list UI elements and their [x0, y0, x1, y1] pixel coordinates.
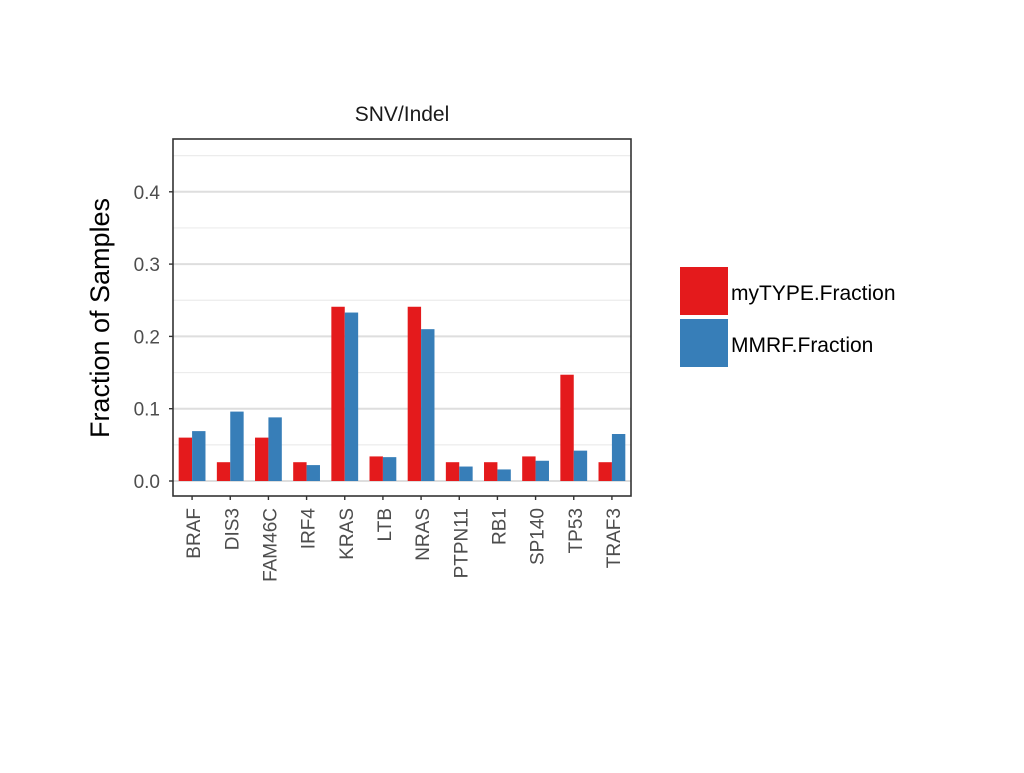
bars [178, 306, 626, 481]
bar-braf-mmrf-fraction [192, 431, 206, 481]
bar-tp53-mytype-fraction [560, 374, 574, 481]
x-tick-label-tp53: TP53 [566, 508, 587, 553]
y-tick-label: 0.2 [134, 327, 160, 348]
plot-panel [173, 139, 631, 496]
x-tick-label-ltb: LTB [375, 508, 396, 541]
bar-braf-mytype-fraction [178, 437, 193, 481]
x-tick-label-sp140: SP140 [528, 508, 549, 565]
x-tick-label-dis3: DIS3 [222, 508, 243, 550]
bar-sp140-mmrf-fraction [535, 460, 549, 481]
bar-ptpn11-mmrf-fraction [459, 466, 473, 481]
x-tick-label-braf: BRAF [184, 508, 205, 559]
x-tick-label-kras: KRAS [337, 508, 358, 560]
axes: 0.0 0.1 0.2 0.3 0.4 BRAF DIS3 FAM46C IRF4 KRAS LTB… [134, 138, 632, 582]
bar-ptpn11-mytype-fraction [445, 462, 460, 481]
y-axis-label: Fraction of Samples [85, 198, 115, 438]
bar-fam46c-mmrf-fraction [268, 417, 282, 481]
x-tick-label-ptpn11: PTPN11 [451, 508, 472, 578]
bar-irf4-mmrf-fraction [306, 465, 320, 481]
bar-nras-mytype-fraction [407, 306, 422, 481]
bar-ltb-mytype-fraction [369, 456, 383, 481]
bar-traf3-mmrf-fraction [611, 434, 626, 481]
chart-title: SNV/Indel [355, 103, 450, 126]
legend-label-mmrf-fraction: MMRF.Fraction [731, 334, 873, 357]
bar-dis3-mytype-fraction [216, 462, 231, 481]
bar-dis3-mmrf-fraction [230, 411, 244, 481]
y-tick-label: 0.3 [134, 255, 160, 276]
legend-key-mytype-fraction [680, 267, 728, 315]
bar-rb1-mytype-fraction [484, 462, 498, 481]
x-tick-label-nras: NRAS [413, 508, 434, 561]
plot-border [172, 138, 632, 497]
bar-rb1-mmrf-fraction [497, 469, 511, 481]
y-tick-label: 0.0 [134, 472, 160, 493]
grid-lines [173, 155, 631, 482]
bar-kras-mytype-fraction [331, 306, 345, 481]
x-tick-label-irf4: IRF4 [299, 508, 320, 550]
legend-key-mmrf-fraction [680, 319, 728, 367]
bar-ltb-mmrf-fraction [382, 457, 397, 481]
bar-nras-mmrf-fraction [421, 329, 435, 481]
y-tick-label: 0.1 [134, 400, 160, 421]
bar-fam46c-mytype-fraction [255, 437, 269, 481]
bar-tp53-mmrf-fraction [573, 450, 588, 481]
plot-background [173, 139, 631, 496]
legend: myTYPE.Fraction MMRF.Fraction [680, 267, 896, 367]
bar-sp140-mytype-fraction [522, 456, 536, 481]
x-tick-label-fam46c: FAM46C [260, 508, 281, 582]
bar-kras-mmrf-fraction [344, 312, 359, 481]
x-tick-label-rb1: RB1 [489, 508, 510, 545]
legend-label-mytype-fraction: myTYPE.Fraction [731, 282, 896, 305]
bar-irf4-mytype-fraction [293, 462, 307, 481]
bar-traf3-mytype-fraction [598, 462, 612, 481]
y-tick-label: 0.4 [134, 183, 161, 204]
x-tick-label-traf3: TRAF3 [604, 508, 625, 568]
